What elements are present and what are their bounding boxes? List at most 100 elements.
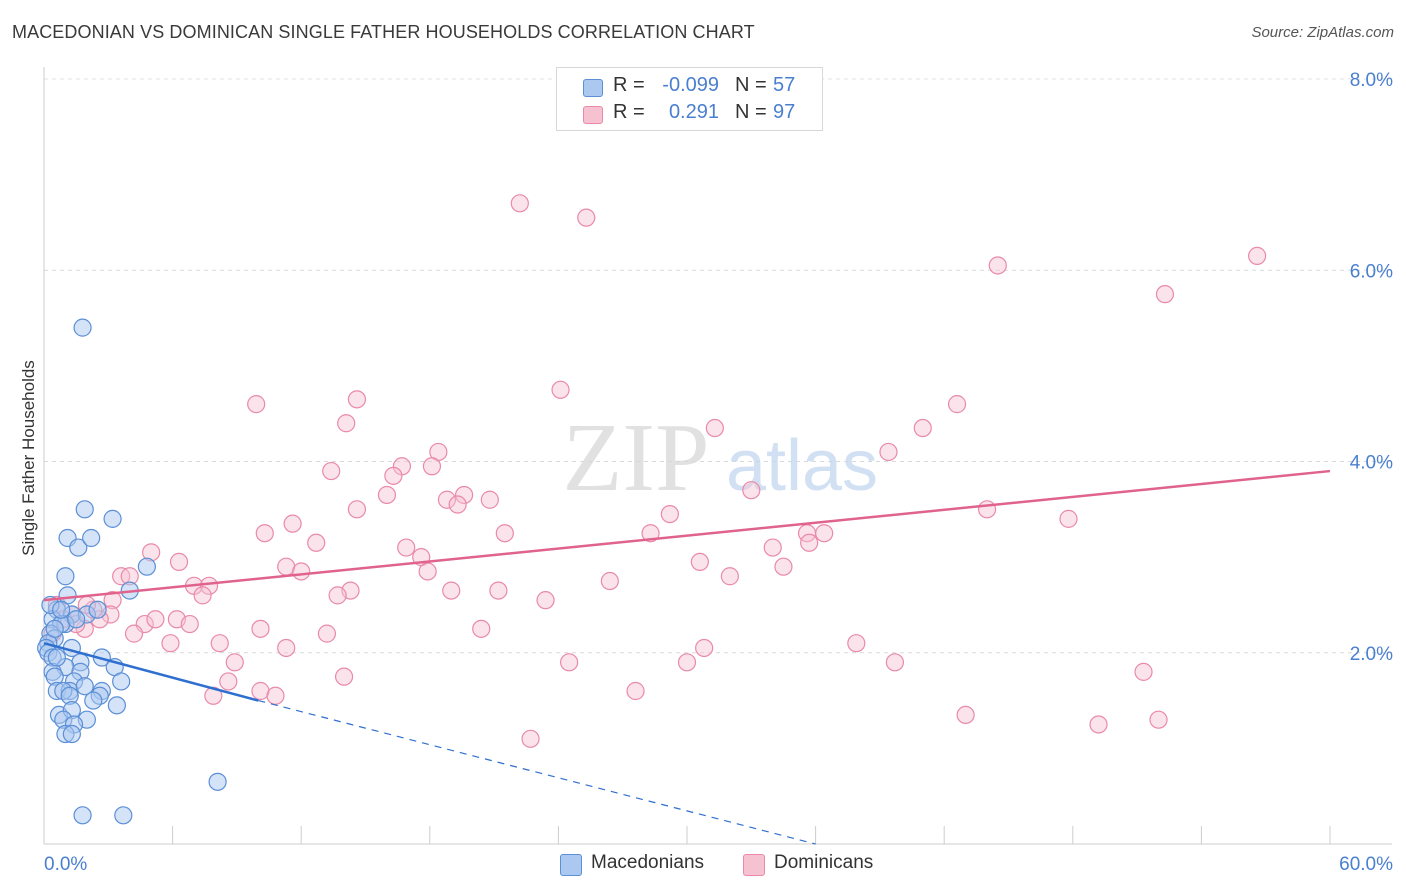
dominican-point <box>347 390 367 409</box>
dominican-point <box>307 533 326 552</box>
dominican-point <box>495 524 514 543</box>
macedonian-point <box>73 806 92 825</box>
trend-lines <box>43 469 1331 845</box>
grid-layer <box>44 78 1392 654</box>
macedonian-point <box>208 772 227 791</box>
dominican-point <box>956 705 975 725</box>
dominican-point <box>577 208 596 227</box>
dominican-point <box>292 562 311 581</box>
dominican-point <box>690 552 709 572</box>
macedonian-point <box>52 600 71 619</box>
dominican-point <box>977 500 997 519</box>
source-label: Source: ZipAtlas.com <box>1251 24 1394 41</box>
dominican-point <box>800 533 819 552</box>
legend-n-label: N = <box>735 74 767 96</box>
legend-r-value: -0.099 <box>662 74 719 96</box>
axis-labels: Single Father Households 2.0% 4.0% 6.0% 8.0… <box>19 70 1393 875</box>
dominican-point <box>210 634 229 653</box>
dominican-point <box>146 610 165 629</box>
dominican-point <box>988 256 1007 275</box>
dominican-point <box>677 653 697 672</box>
dominican-point <box>199 576 219 595</box>
legend-n-value: 97 <box>773 101 796 123</box>
dominican-point <box>161 634 180 653</box>
dominican-point <box>536 591 555 610</box>
dominican-point <box>885 653 905 672</box>
dominican-point <box>815 524 834 543</box>
dominican-point <box>219 672 238 691</box>
macedonian-point <box>82 528 101 548</box>
dominican-point <box>551 380 570 399</box>
legend-swatch-blue <box>583 79 603 97</box>
dominican-point <box>180 614 199 634</box>
dominican-point <box>384 466 403 485</box>
dominican-point <box>169 552 189 572</box>
macedonian-point <box>107 696 126 715</box>
dominican-point <box>641 524 660 543</box>
macedonian-point <box>75 677 94 696</box>
dominican-point <box>1155 285 1175 304</box>
dominican-point <box>418 562 437 581</box>
macedonian-point <box>62 724 81 744</box>
dominican-point <box>448 495 467 514</box>
watermark-zip: ZIP <box>563 404 710 512</box>
dominican-point <box>1059 509 1078 528</box>
dominican-point <box>695 638 714 658</box>
dominican-point <box>337 414 356 433</box>
macedonian-point <box>45 619 64 638</box>
dominican-point <box>742 481 761 500</box>
macedonians-trend-line <box>43 641 259 702</box>
y-tick-label: 2.0% <box>1350 644 1393 665</box>
y-tick-label: 8.0% <box>1350 70 1393 91</box>
dominican-point <box>600 571 619 591</box>
legend-n-label: N = <box>735 101 767 123</box>
macedonian-point <box>112 672 131 691</box>
y-tick-label: 4.0% <box>1350 453 1393 474</box>
chart-title: MACEDONIAN VS DOMINICAN SINGLE FATHER HO… <box>12 22 755 42</box>
dominican-point <box>255 524 274 543</box>
dominican-point <box>1149 710 1168 729</box>
dominican-point <box>103 591 122 610</box>
macedonian-point <box>114 806 133 825</box>
legend-n-value: 57 <box>773 74 796 96</box>
dominican-point <box>521 729 540 748</box>
dominican-point <box>328 586 347 605</box>
macedonians-trend-extension <box>258 699 816 845</box>
macedonian-point <box>56 567 75 586</box>
x-tick-label-min: 0.0% <box>44 854 87 875</box>
y-tick-label: 6.0% <box>1350 261 1393 282</box>
macedonian-point <box>103 509 122 528</box>
dominican-point <box>472 619 491 638</box>
dominican-point <box>124 624 144 643</box>
axes-layer <box>43 67 1392 845</box>
dominican-point <box>251 681 270 701</box>
dominican-point <box>347 500 367 519</box>
dominican-point <box>277 638 296 658</box>
macedonians-points <box>37 318 227 825</box>
legend-r-label: R = <box>613 74 645 96</box>
dominican-point <box>560 653 579 672</box>
dominican-point <box>277 557 296 576</box>
macedonian-point <box>88 600 107 619</box>
legend-swatch-pink <box>583 106 603 124</box>
watermark-atlas: atlas <box>726 426 878 506</box>
dominican-point <box>334 667 354 686</box>
dominican-point <box>317 624 337 643</box>
dominican-point <box>283 514 302 533</box>
macedonian-point <box>75 500 94 519</box>
dominican-point <box>720 567 739 586</box>
dominican-point <box>193 586 212 605</box>
y-axis-label: Single Father Households <box>19 360 38 556</box>
dominican-point <box>422 457 442 476</box>
dominican-point <box>913 418 932 438</box>
dominican-point <box>442 581 461 600</box>
dominican-point <box>660 504 679 524</box>
x-tick-label-max: 60.0% <box>1339 854 1393 875</box>
dominican-point <box>705 418 724 438</box>
watermark: ZIP atlas <box>563 404 879 512</box>
dominican-point <box>510 194 529 213</box>
macedonian-point <box>69 538 88 557</box>
bottom-legend-swatch-blue <box>560 854 582 876</box>
legend-r-value: 0.291 <box>668 101 719 123</box>
